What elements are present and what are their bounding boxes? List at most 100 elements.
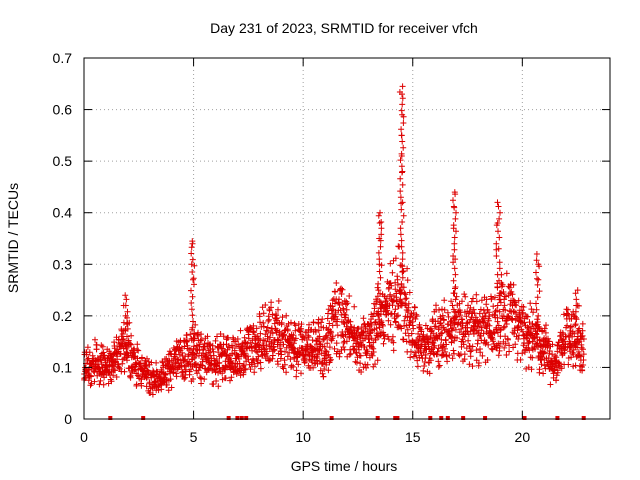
data-point <box>502 340 509 347</box>
data-point <box>234 336 241 342</box>
data-point <box>85 377 92 384</box>
data-point <box>387 291 394 298</box>
data-point <box>334 316 341 323</box>
data-point <box>283 369 290 376</box>
data-point <box>255 353 262 360</box>
data-point <box>580 357 587 363</box>
data-point <box>271 347 278 354</box>
data-point <box>363 352 370 359</box>
data-point <box>540 370 547 377</box>
data-point <box>317 367 324 374</box>
data-point <box>204 333 211 340</box>
data-point <box>451 321 458 328</box>
data-point <box>558 365 565 372</box>
data-point <box>529 320 536 327</box>
data-point <box>274 327 280 334</box>
data-point <box>477 306 484 313</box>
zero-marker <box>239 416 244 420</box>
data-point <box>427 357 434 364</box>
data-point <box>241 366 248 373</box>
data-point <box>407 354 414 361</box>
data-point <box>445 313 452 320</box>
data-point <box>468 347 475 354</box>
data-point <box>343 338 350 345</box>
data-point <box>450 277 457 284</box>
data-point <box>399 181 406 188</box>
data-point <box>400 113 407 120</box>
data-point <box>280 341 287 348</box>
data-point <box>564 322 571 329</box>
data-point <box>113 374 120 380</box>
data-point <box>110 372 117 379</box>
data-point <box>167 376 174 383</box>
data-point <box>170 369 177 376</box>
data-point <box>475 360 482 366</box>
data-point <box>452 326 459 333</box>
x-tick-label: 10 <box>295 429 311 445</box>
data-point <box>206 349 213 356</box>
data-point <box>364 348 371 355</box>
data-point <box>508 316 515 323</box>
data-point <box>450 253 457 259</box>
data-point <box>278 351 285 358</box>
data-point <box>189 238 196 245</box>
data-point <box>575 327 582 334</box>
data-point <box>394 281 401 288</box>
data-point <box>387 311 394 318</box>
data-point <box>444 309 451 316</box>
data-point <box>375 311 382 318</box>
data-point <box>227 377 233 384</box>
data-point <box>415 339 422 345</box>
data-point <box>174 356 181 363</box>
data-point <box>92 336 98 343</box>
data-point <box>441 297 448 304</box>
data-point <box>393 313 400 320</box>
data-point <box>497 340 503 347</box>
data-point <box>275 306 281 313</box>
data-point <box>546 348 553 354</box>
data-point <box>470 295 476 302</box>
y-tick-label: 0.4 <box>53 205 73 221</box>
data-point <box>389 269 396 276</box>
data-point <box>99 343 106 350</box>
data-point <box>189 349 196 356</box>
data-point <box>438 330 444 337</box>
data-point <box>283 312 290 319</box>
data-point <box>476 310 483 317</box>
data-point <box>469 343 476 350</box>
data-point <box>369 313 376 320</box>
data-point <box>188 244 195 251</box>
data-point <box>273 312 280 319</box>
data-point <box>378 219 385 225</box>
data-point <box>394 276 401 283</box>
data-point <box>188 337 195 344</box>
data-point <box>404 277 411 284</box>
data-point <box>206 342 213 349</box>
data-point <box>128 332 135 339</box>
data-point <box>284 327 291 334</box>
data-point <box>398 206 405 213</box>
data-point <box>127 341 133 348</box>
data-point <box>572 308 579 315</box>
data-point <box>534 294 541 301</box>
zero-marker <box>393 416 398 420</box>
data-point <box>397 188 404 195</box>
data-point <box>181 363 188 370</box>
data-point <box>280 365 287 372</box>
data-point <box>576 352 583 359</box>
data-point <box>375 212 382 219</box>
data-point <box>123 345 130 352</box>
data-point <box>222 375 229 382</box>
data-point <box>253 325 260 332</box>
data-point <box>466 361 473 368</box>
data-point <box>519 309 526 316</box>
data-point <box>219 370 226 377</box>
data-point <box>399 95 406 102</box>
zero-marker <box>555 416 560 420</box>
data-point <box>451 308 458 315</box>
data-point <box>571 330 578 337</box>
data-point <box>435 358 442 365</box>
data-point <box>122 292 129 299</box>
data-point <box>568 354 575 361</box>
y-tick-label: 0.2 <box>53 308 73 324</box>
